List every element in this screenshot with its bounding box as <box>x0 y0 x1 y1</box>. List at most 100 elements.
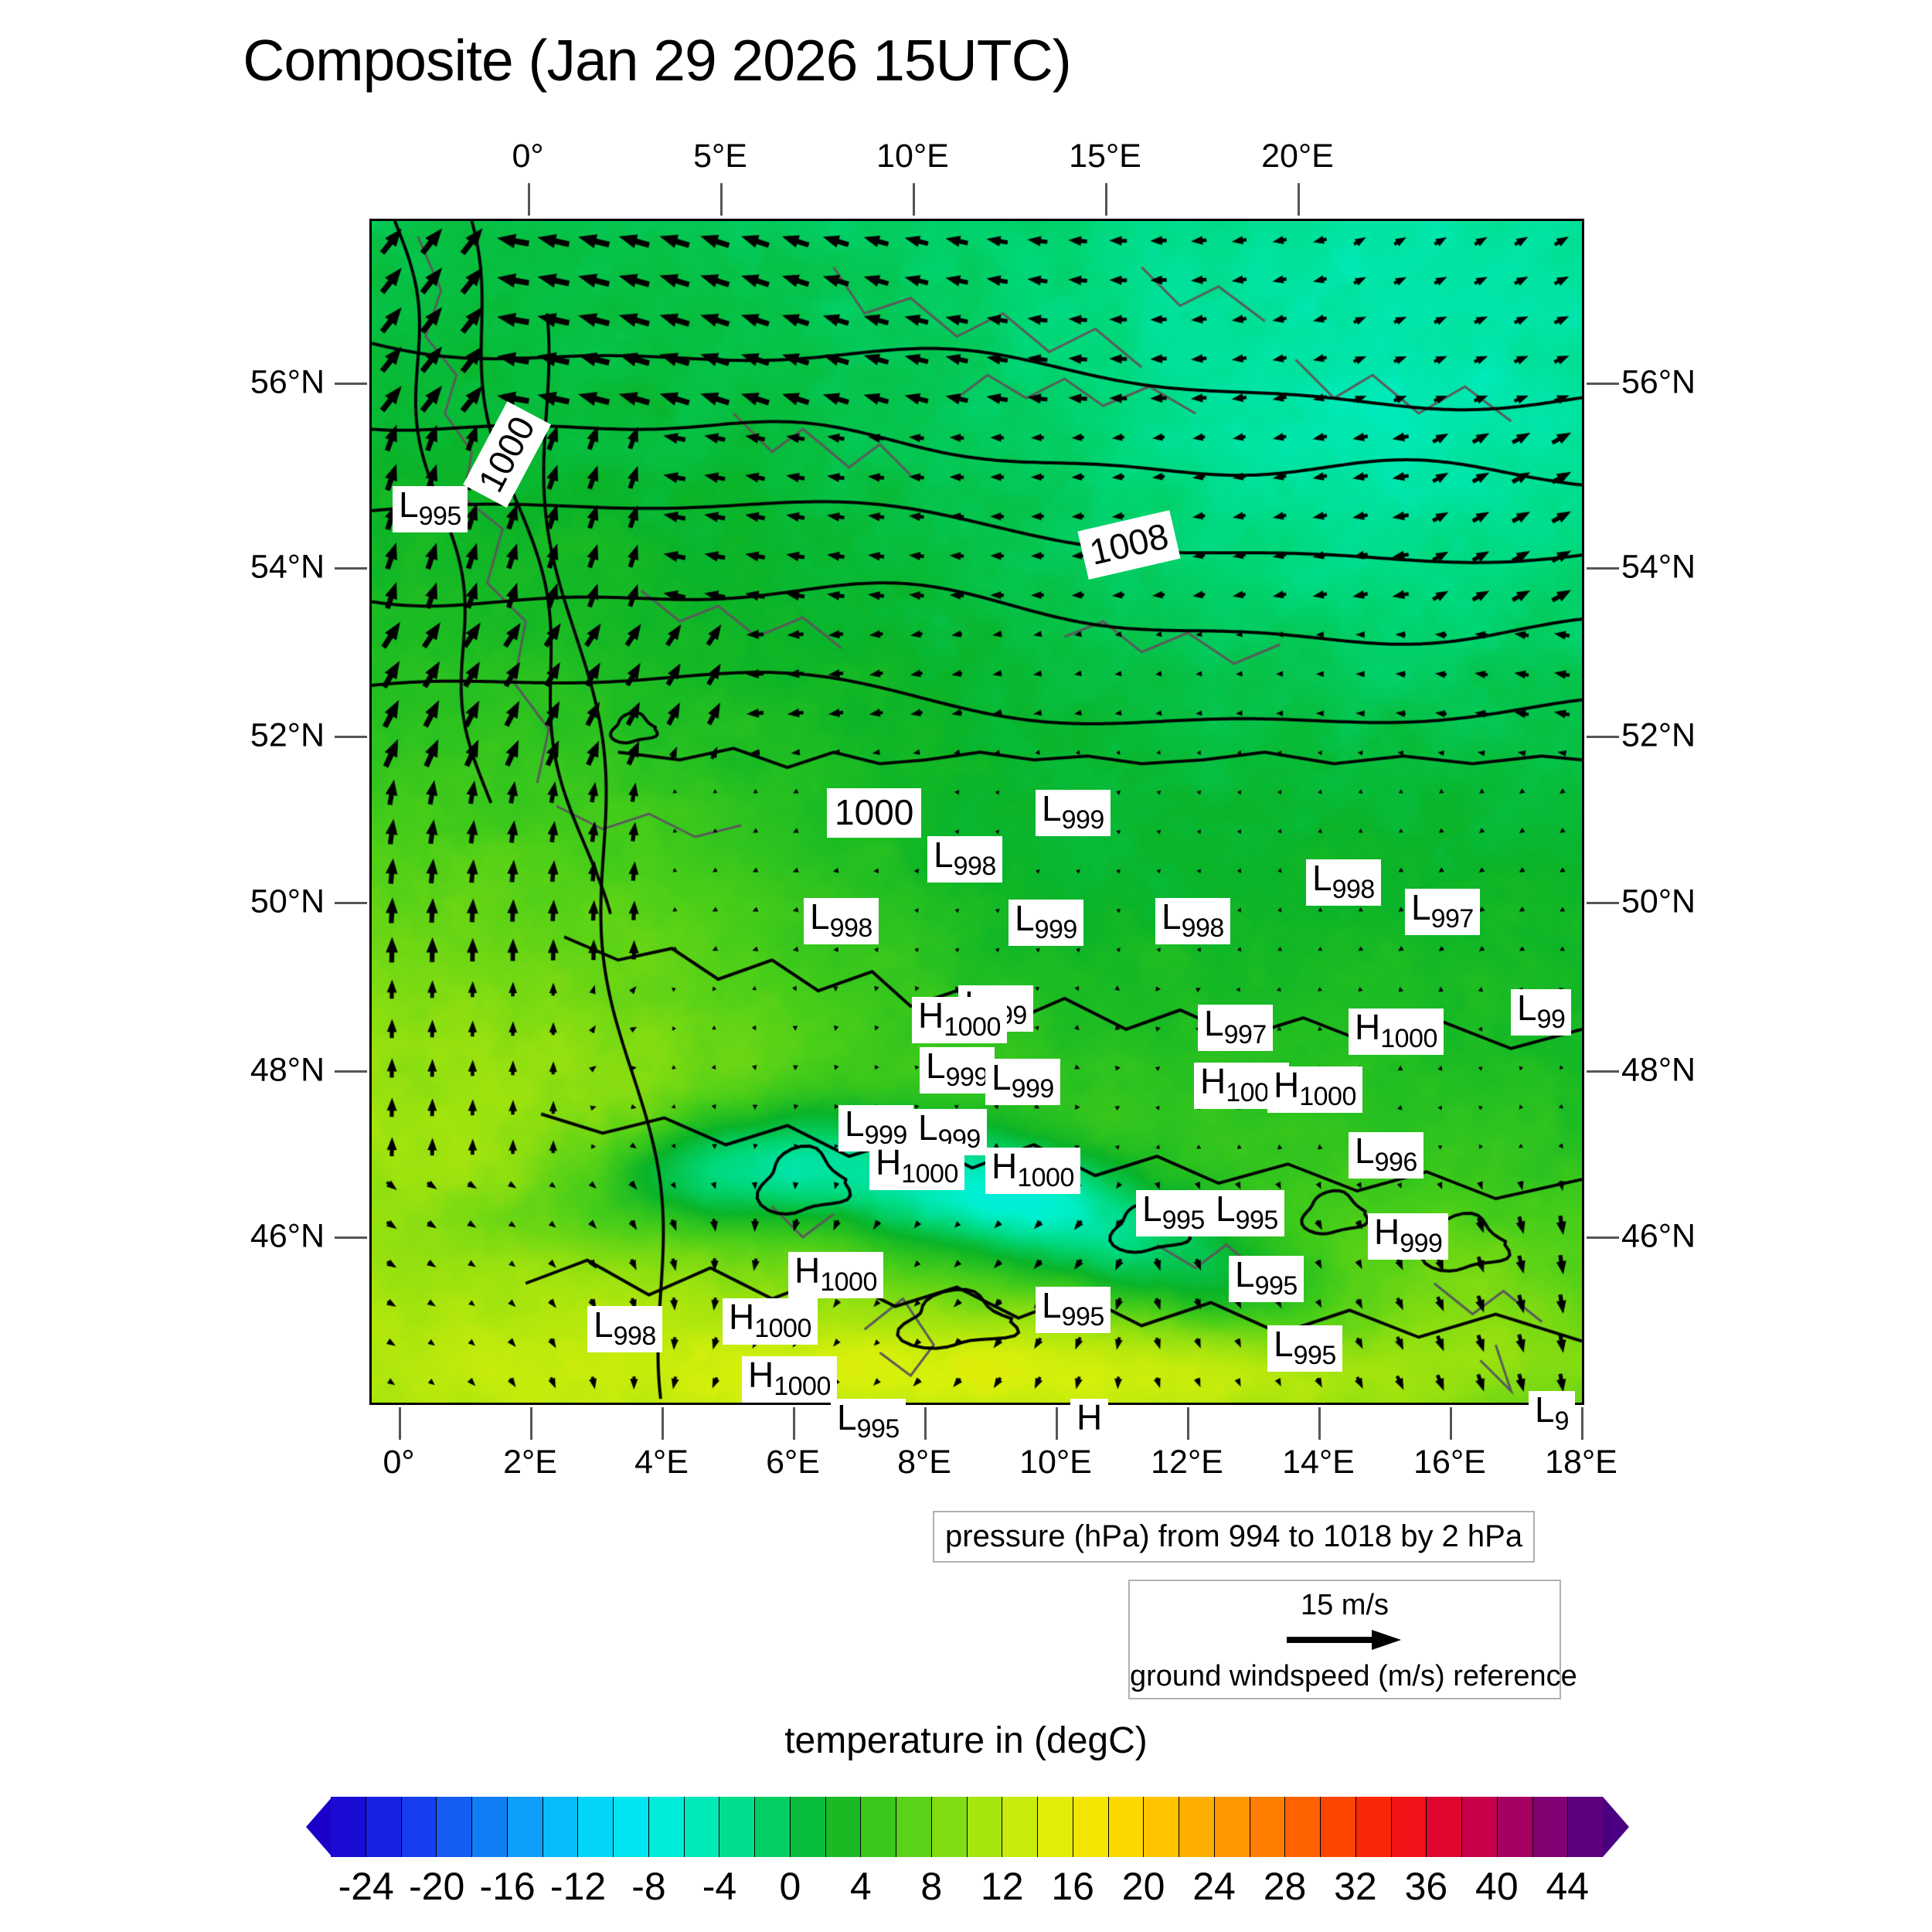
colorbar-segment <box>614 1797 649 1857</box>
low-pressure-marker: L995 <box>1229 1256 1304 1303</box>
high-pressure-marker: H1000 <box>869 1144 964 1191</box>
low-pressure-marker: L997 <box>1405 889 1480 936</box>
axis-tick-left <box>335 383 367 385</box>
colorbar-tick: 8 <box>920 1865 943 1908</box>
high-pressure-marker: H1000 <box>1349 1009 1444 1056</box>
low-pressure-marker: L996 <box>1349 1132 1423 1179</box>
low-pressure-marker: L998 <box>1155 898 1230 945</box>
low-pressure-marker: L999 <box>1036 790 1111 837</box>
axis-label-left: 50°N <box>250 883 325 920</box>
axis-tick-top <box>720 183 723 216</box>
axis-tick-bottom <box>1187 1407 1189 1440</box>
colorbar-segment <box>578 1797 614 1857</box>
colorbar-segment <box>1285 1797 1321 1857</box>
low-pressure-marker: L995 <box>1036 1287 1111 1334</box>
low-pressure-marker: L998 <box>804 898 879 945</box>
low-pressure-marker: L995 <box>831 1399 906 1446</box>
colorbar-segment <box>1355 1797 1392 1857</box>
axis-tick-bottom <box>530 1407 532 1440</box>
low-pressure-marker: L995 <box>1209 1190 1284 1237</box>
high-pressure-marker: H1000 <box>788 1252 883 1299</box>
arrow-right-icon <box>1130 1628 1560 1655</box>
high-pressure-marker: H1000 <box>723 1298 818 1345</box>
colorbar-segment <box>1144 1797 1179 1857</box>
axis-tick-left <box>335 736 367 738</box>
colorbar-tick: 44 <box>1546 1865 1590 1908</box>
axis-label-bottom: 12°E <box>1151 1444 1223 1481</box>
low-pressure-marker: L995 <box>393 486 468 533</box>
axis-tick-bottom <box>924 1407 927 1440</box>
colorbar-segment <box>366 1797 402 1857</box>
axis-tick-bottom <box>1318 1407 1321 1440</box>
page-title: Composite (Jan 29 2026 15UTC) <box>243 28 1072 93</box>
colorbar-segment <box>1179 1797 1215 1857</box>
colorbar-segment <box>896 1797 932 1857</box>
colorbar-tick: 12 <box>980 1865 1024 1908</box>
colorbar-segment <box>401 1797 437 1857</box>
low-pressure-marker: L999 <box>985 1059 1060 1106</box>
axis-tick-top <box>528 183 530 216</box>
colorbar-tick: 32 <box>1334 1865 1377 1908</box>
colorbar-tick: 24 <box>1192 1865 1236 1908</box>
colorbar-tick: -12 <box>549 1865 607 1908</box>
axis-label-top: 5°E <box>693 138 747 175</box>
axis-label-right: 46°N <box>1621 1217 1696 1255</box>
axis-tick-left <box>335 1070 367 1073</box>
axis-label-bottom: 0° <box>383 1444 415 1481</box>
axis-tick-top <box>1105 183 1107 216</box>
pressure-legend-caption: pressure (hPa) from 994 to 1018 by 2 hPa <box>933 1511 1536 1563</box>
colorbar-tick: 4 <box>849 1865 872 1908</box>
axis-label-left: 46°N <box>250 1217 325 1255</box>
axis-tick-right <box>1587 1070 1619 1073</box>
wind-reference-legend: 15 m/s ground windspeed (m/s) reference <box>1128 1580 1577 1699</box>
colorbar-segment <box>790 1797 826 1857</box>
colorbar-segment <box>507 1797 543 1857</box>
low-pressure-marker: L9 <box>1529 1391 1576 1438</box>
axis-label-right: 48°N <box>1621 1051 1696 1089</box>
colorbar-segment <box>1462 1797 1498 1857</box>
axis-tick-top <box>1298 183 1300 216</box>
colorbar-tick: 40 <box>1475 1865 1519 1908</box>
colorbar-title: temperature in (degC) <box>784 1720 1148 1761</box>
axis-tick-top <box>913 183 915 216</box>
axis-label-left: 52°N <box>250 716 325 754</box>
axis-tick-right <box>1587 902 1619 904</box>
low-pressure-marker: L995 <box>1136 1190 1211 1237</box>
colorbar-tick: 36 <box>1404 1865 1448 1908</box>
axis-label-top: 20°E <box>1261 138 1334 175</box>
low-pressure-marker: L998 <box>927 836 1002 883</box>
colorbar-segment <box>1250 1797 1286 1857</box>
weather-map-plot[interactable] <box>369 219 1584 1405</box>
colorbar-overflow-arrow <box>1603 1797 1629 1857</box>
axis-label-right: 56°N <box>1621 363 1696 401</box>
axis-tick-left <box>335 567 367 570</box>
colorbar-segment <box>648 1797 685 1857</box>
axis-tick-bottom <box>1581 1407 1583 1440</box>
axis-label-bottom: 10°E <box>1019 1444 1092 1481</box>
wind-and-contour-overlay <box>372 221 1582 1403</box>
colorbar-tick: 0 <box>779 1865 801 1908</box>
axis-tick-right <box>1587 383 1619 385</box>
low-pressure-marker: L998 <box>587 1306 662 1353</box>
low-pressure-marker: L997 <box>1198 1005 1273 1052</box>
temperature-colorbar[interactable] <box>331 1797 1603 1857</box>
colorbar-segment <box>967 1797 1003 1857</box>
colorbar-segment <box>1108 1797 1145 1857</box>
axis-tick-bottom <box>1450 1407 1452 1440</box>
axis-label-right: 50°N <box>1621 883 1696 920</box>
low-pressure-marker: L99 <box>1511 989 1572 1036</box>
colorbar-segment <box>1391 1797 1427 1857</box>
high-pressure-marker: H1000 <box>742 1356 837 1403</box>
colorbar-segment <box>1321 1797 1356 1857</box>
axis-tick-bottom <box>1056 1407 1058 1440</box>
axis-label-top: 0° <box>512 138 544 175</box>
colorbar-segment <box>437 1797 472 1857</box>
colorbar-tick: -20 <box>409 1865 465 1908</box>
colorbar-segment <box>719 1797 755 1857</box>
colorbar-segment <box>331 1797 366 1857</box>
colorbar-segment <box>1002 1797 1038 1857</box>
axis-label-right: 54°N <box>1621 548 1696 586</box>
colorbar-tick-labels: -24 -20 -16 -12 -8 -4 0 4 8 12 16 20 24 28 32 36 40 44 <box>331 1864 1603 1910</box>
axis-tick-right <box>1587 1236 1619 1239</box>
colorbar-tick: -24 <box>338 1865 394 1908</box>
